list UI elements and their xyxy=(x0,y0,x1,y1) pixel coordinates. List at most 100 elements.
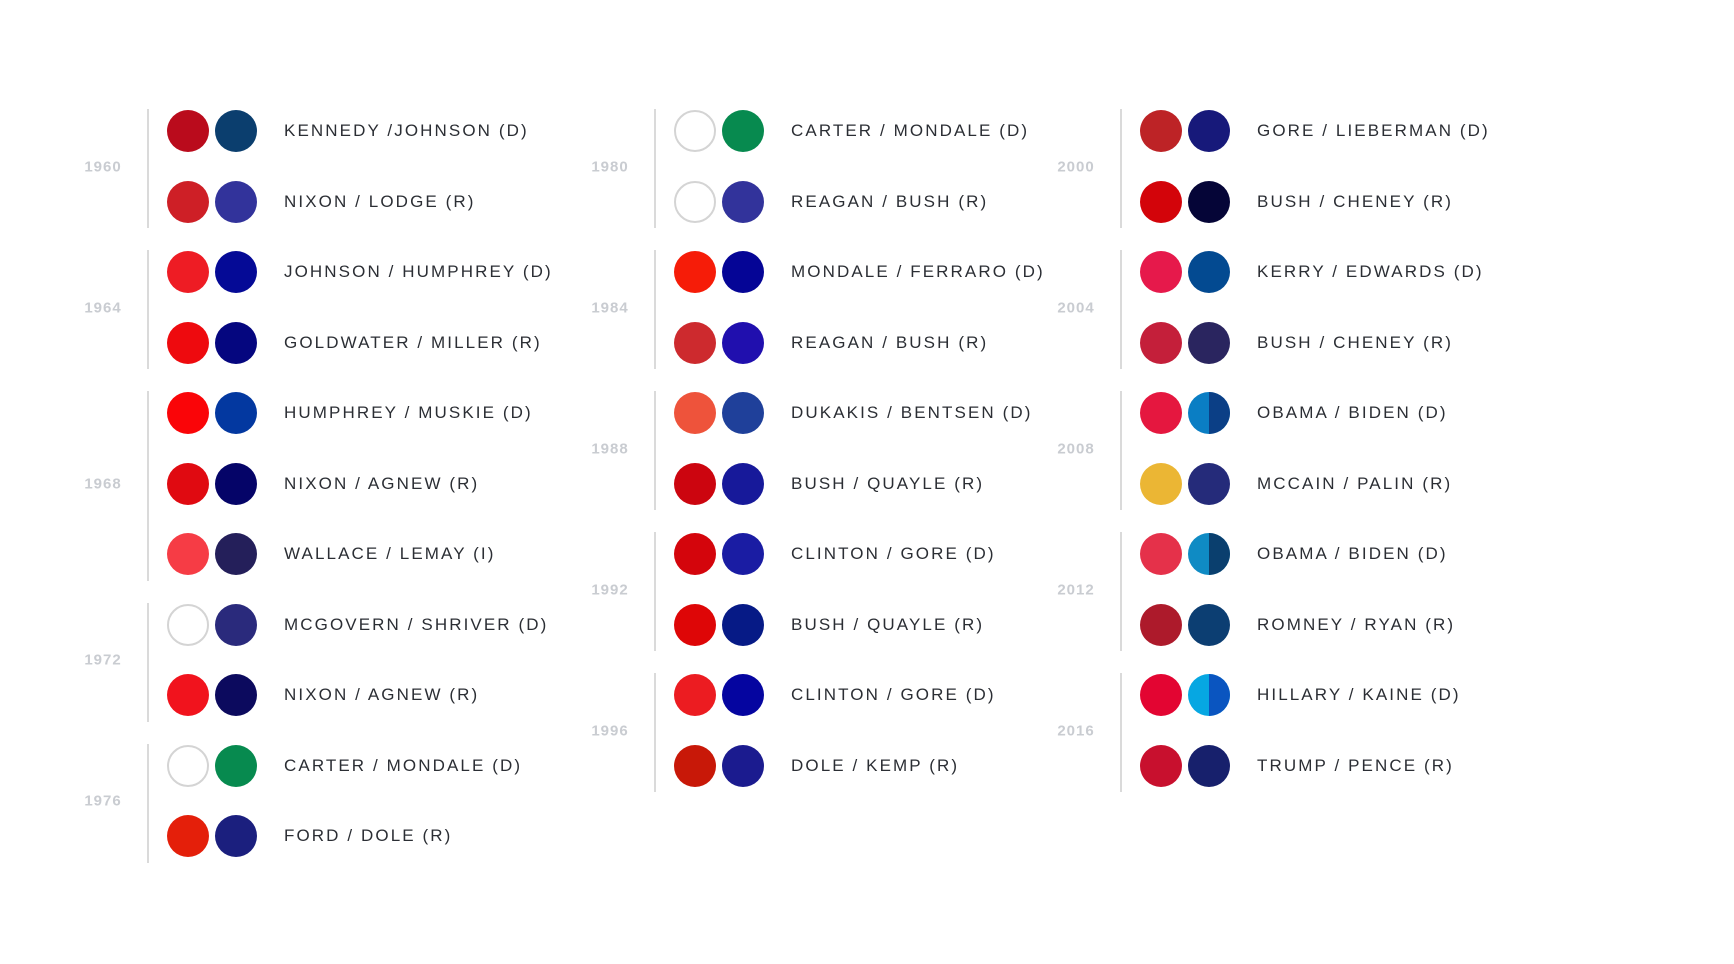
red-swatch xyxy=(167,815,209,857)
red-swatch xyxy=(674,744,716,787)
ticket-label: HILLARY / KAINE (D) xyxy=(1257,685,1461,704)
year-label: 1976 xyxy=(84,792,122,810)
ticket-row: CLINTON / GORE (D) xyxy=(567,660,1027,730)
ticket-label: WALLACE / LEMAY (I) xyxy=(284,544,496,563)
red-swatch xyxy=(1140,533,1182,575)
blue-swatch xyxy=(722,110,764,152)
year-label: 1992 xyxy=(591,581,629,598)
ticket-label: CLINTON / GORE (D) xyxy=(791,544,996,563)
red-swatch xyxy=(167,462,209,505)
group-divider-line xyxy=(1120,532,1122,651)
ticket-row: JOHNSON / HUMPHREY (D) xyxy=(60,237,551,307)
red-swatch xyxy=(1140,110,1182,152)
ticket-row: BUSH / CHENEY (R) xyxy=(1033,308,1493,378)
red-swatch xyxy=(674,251,716,293)
red-swatch xyxy=(674,110,716,152)
red-swatch xyxy=(1140,674,1182,716)
red-swatch xyxy=(167,392,209,434)
red-swatch xyxy=(1140,251,1182,293)
blue-swatch xyxy=(722,321,764,364)
ticket-label: OBAMA / BIDEN (D) xyxy=(1257,544,1448,563)
ticket-label: DUKAKIS / BENTSEN (D) xyxy=(791,403,1033,422)
red-swatch xyxy=(674,603,716,646)
ticket-row: HUMPHREY / MUSKIE (D) xyxy=(60,378,531,448)
ticket-label: FORD / DOLE (R) xyxy=(284,826,453,845)
group-divider-line xyxy=(1120,391,1122,510)
ticket-row: FORD / DOLE (R) xyxy=(60,801,520,871)
red-swatch xyxy=(674,392,716,434)
blue-swatch xyxy=(1188,533,1230,575)
blue-swatch xyxy=(1188,321,1230,364)
group-divider-line xyxy=(654,532,656,651)
blue-swatch xyxy=(1188,603,1230,646)
year-label: 2008 xyxy=(1057,440,1095,457)
ticket-row: HILLARY / KAINE (D) xyxy=(1033,660,1493,730)
year-label: 2016 xyxy=(1057,722,1095,739)
ticket-row: KERRY / EDWARDS (D) xyxy=(1033,237,1493,307)
ticket-label: HUMPHREY / MUSKIE (D) xyxy=(284,403,533,422)
blue-swatch xyxy=(1188,674,1230,716)
year-label: 1996 xyxy=(591,722,629,739)
blue-swatch xyxy=(215,321,257,364)
year-label: 2004 xyxy=(1057,299,1095,316)
group-divider-line xyxy=(147,391,149,581)
blue-swatch xyxy=(722,251,764,293)
red-swatch xyxy=(674,674,716,716)
year-label: 2000 xyxy=(1057,158,1095,175)
ticket-label: OBAMA / BIDEN (D) xyxy=(1257,403,1448,422)
blue-swatch xyxy=(722,744,764,787)
ticket-label: CLINTON / GORE (D) xyxy=(791,685,996,704)
ticket-label: MONDALE / FERRARO (D) xyxy=(791,262,1045,281)
split-swatch-half xyxy=(1209,392,1230,434)
ticket-label: KERRY / EDWARDS (D) xyxy=(1257,262,1484,281)
year-label: 1960 xyxy=(84,158,122,175)
blue-swatch xyxy=(1188,462,1230,505)
ticket-row: NIXON / LODGE (R) xyxy=(60,167,520,237)
blue-swatch xyxy=(1188,110,1230,152)
group-divider-line xyxy=(147,109,149,228)
ticket-label: GORE / LIEBERMAN (D) xyxy=(1257,121,1490,140)
group-divider-line xyxy=(654,109,656,228)
ticket-row: BUSH / QUAYLE (R) xyxy=(567,449,1027,519)
ticket-label: ROMNEY / RYAN (R) xyxy=(1257,614,1456,634)
year-label: 1972 xyxy=(84,651,122,669)
split-swatch-half xyxy=(1209,674,1230,716)
red-swatch xyxy=(1140,462,1182,505)
red-swatch xyxy=(167,674,209,716)
blue-swatch xyxy=(215,462,257,505)
ticket-label: JOHNSON / HUMPHREY (D) xyxy=(284,262,553,281)
ticket-row: WALLACE / LEMAY (I) xyxy=(60,519,520,589)
red-swatch xyxy=(167,251,209,293)
group-divider-line xyxy=(147,250,149,369)
red-swatch xyxy=(167,180,209,223)
blue-swatch xyxy=(722,180,764,223)
ticket-row: CLINTON / GORE (D) xyxy=(567,519,1027,589)
blue-swatch xyxy=(722,533,764,575)
ticket-row: REAGAN / BUSH (R) xyxy=(567,308,1027,378)
red-swatch xyxy=(167,533,209,575)
ticket-label: BUSH / CHENEY (R) xyxy=(1257,191,1453,211)
ticket-row: NIXON / AGNEW (R) xyxy=(60,660,520,730)
red-swatch xyxy=(167,603,209,646)
group-divider-line xyxy=(1120,673,1122,792)
ticket-row: DOLE / KEMP (R) xyxy=(567,731,1027,801)
group-divider-line xyxy=(654,250,656,369)
blue-swatch xyxy=(1188,392,1230,434)
ticket-label: MCCAIN / PALIN (R) xyxy=(1257,473,1453,493)
blue-swatch xyxy=(215,744,257,787)
ticket-label: BUSH / CHENEY (R) xyxy=(1257,332,1453,352)
ticket-row: OBAMA / BIDEN (D) xyxy=(1033,378,1493,448)
red-swatch xyxy=(674,321,716,364)
red-swatch xyxy=(674,180,716,223)
ticket-label: NIXON / AGNEW (R) xyxy=(284,473,480,493)
group-divider-line xyxy=(1120,109,1122,228)
red-swatch xyxy=(1140,392,1182,434)
blue-swatch xyxy=(722,603,764,646)
red-swatch xyxy=(1140,744,1182,787)
year-label: 1984 xyxy=(591,299,629,316)
ticket-label: MCGOVERN / SHRIVER (D) xyxy=(284,614,549,634)
ticket-label: GOLDWATER / MILLER (R) xyxy=(284,332,542,352)
red-swatch xyxy=(1140,180,1182,223)
ticket-row: OBAMA / BIDEN (D) xyxy=(1033,519,1493,589)
ticket-row: ROMNEY / RYAN (R) xyxy=(1033,590,1493,660)
